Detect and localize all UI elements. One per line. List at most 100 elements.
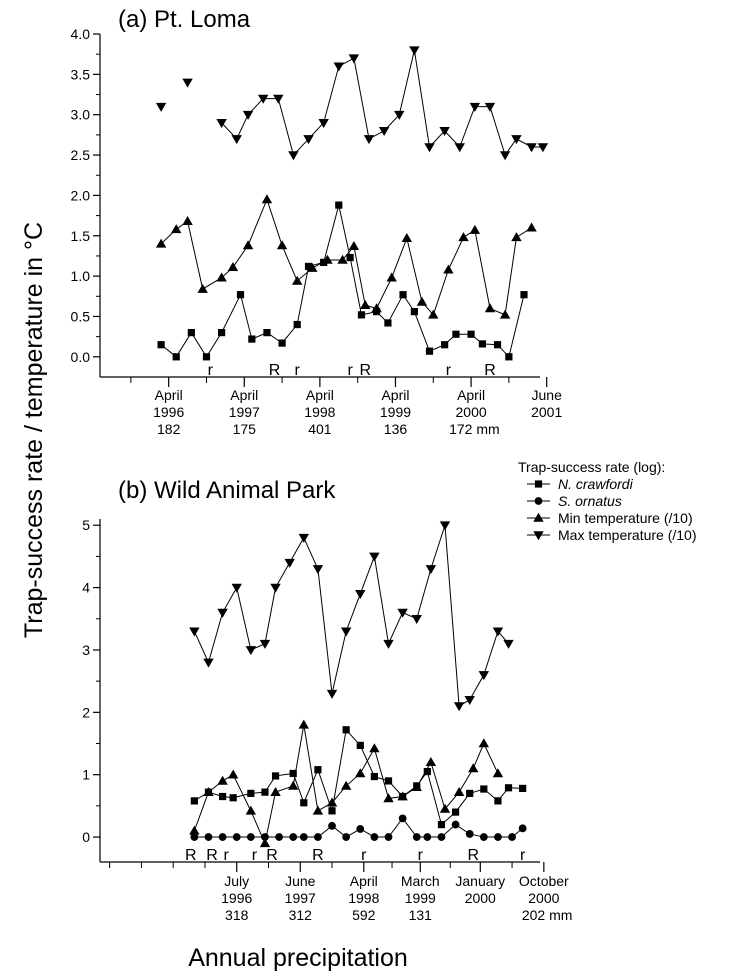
data-point [511, 135, 522, 145]
legend-marker-triangle-down [533, 531, 544, 541]
data-point [423, 833, 432, 841]
rain-event-label: R [185, 847, 197, 864]
data-point [288, 151, 299, 161]
data-point [425, 565, 437, 575]
data-point [257, 94, 269, 104]
data-point [503, 639, 514, 649]
x-date-label: 1997 [229, 404, 260, 420]
data-point [190, 797, 198, 805]
legend-marker-square [534, 480, 543, 488]
legend: Trap-success rate (log): N. crawfordiS. … [518, 459, 697, 543]
x-date-label: April [457, 387, 485, 403]
data-point [182, 216, 193, 226]
data-point [478, 340, 487, 348]
panel-a-title: (a) Pt. Loma [118, 6, 251, 33]
data-point [232, 833, 241, 841]
x-date-label: 2000 [465, 890, 496, 906]
data-point [439, 803, 451, 813]
data-point [242, 240, 254, 250]
data-point [383, 793, 394, 803]
series-min-temperature-10- [189, 719, 504, 848]
data-point [370, 833, 379, 841]
rain-event-label: r [361, 847, 367, 864]
rain-event-label: r [446, 362, 452, 379]
data-point [369, 743, 380, 753]
data-point [468, 763, 479, 773]
data-point [511, 232, 522, 242]
data-point [270, 583, 281, 593]
data-point [190, 833, 199, 841]
data-point [242, 110, 254, 120]
data-point [304, 262, 313, 271]
x-date-label: 1996 [153, 404, 184, 420]
series-n-crawfordi [157, 201, 528, 361]
data-point [303, 135, 314, 145]
data-point [342, 726, 350, 734]
data-point [204, 833, 213, 841]
x-date-label: 401 [308, 421, 332, 437]
data-point [278, 339, 286, 347]
x-date-label: April [306, 387, 334, 403]
data-point [439, 521, 451, 531]
data-point [401, 232, 413, 242]
data-point [443, 264, 454, 274]
data-point [246, 833, 255, 841]
data-point [458, 232, 469, 242]
data-point [218, 833, 227, 841]
data-point [218, 329, 226, 337]
x-date-label: 202 mm [522, 907, 573, 923]
y-tick-label: 1 [82, 767, 90, 783]
data-point [478, 738, 490, 748]
rain-event-label: r [418, 847, 424, 864]
data-point [383, 639, 394, 649]
data-point [157, 341, 165, 349]
series-max-temperature-10- [155, 46, 549, 161]
data-point [394, 110, 405, 120]
data-point [441, 341, 449, 349]
data-point [378, 127, 390, 137]
y-tick-label: 2.5 [71, 147, 91, 163]
data-point [484, 303, 496, 313]
data-point [288, 780, 299, 790]
data-point [399, 291, 407, 299]
data-point [346, 253, 354, 262]
x-date-label: April [381, 387, 409, 403]
y-tick-label: 2.0 [71, 187, 91, 203]
data-point [322, 254, 333, 264]
data-point [425, 347, 434, 355]
data-point [466, 789, 474, 797]
data-point [203, 658, 214, 668]
data-point [245, 646, 257, 656]
data-point [337, 254, 348, 264]
x-date-label: April [230, 387, 258, 403]
data-point [328, 807, 336, 815]
data-point [289, 833, 298, 841]
legend-label: Min temperature (/10) [558, 510, 693, 526]
data-point [259, 838, 271, 848]
data-point [172, 353, 180, 361]
data-point [398, 814, 407, 823]
data-point [467, 330, 475, 338]
data-point [189, 825, 200, 835]
data-point [307, 262, 318, 272]
rain-event-label: R [266, 847, 278, 864]
data-point [289, 769, 297, 778]
rain-event-label: r [223, 847, 229, 864]
x-date-label: 2000 [528, 890, 559, 906]
x-date-label: 1999 [380, 404, 411, 420]
data-point [299, 833, 308, 841]
x-date-label: 131 [409, 907, 433, 923]
data-point [318, 118, 329, 128]
data-point [360, 299, 371, 309]
data-point [526, 143, 537, 153]
data-point [454, 143, 465, 153]
rain-event-label: R [359, 362, 371, 379]
data-point [384, 833, 393, 841]
series-max-temperature-10- [189, 521, 514, 712]
data-point [371, 303, 382, 313]
data-point [356, 825, 365, 833]
data-point [217, 775, 228, 785]
series-n-crawfordi [190, 726, 527, 829]
data-point [437, 820, 446, 829]
data-point [363, 135, 375, 145]
